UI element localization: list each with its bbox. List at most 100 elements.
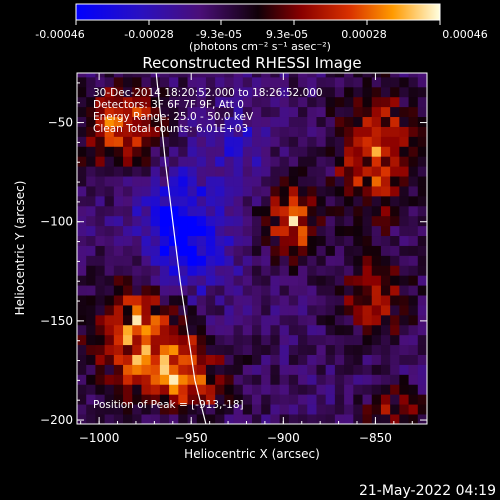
colorbar-tick-label: 0.00028 — [341, 28, 387, 41]
heatmap-cell — [279, 76, 290, 88]
heatmap-cell — [150, 285, 161, 296]
heatmap-cell — [169, 344, 179, 355]
heatmap-cell — [307, 116, 317, 127]
heatmap-cell — [77, 96, 87, 108]
heatmap-cell — [187, 344, 198, 355]
heatmap-cell — [325, 146, 336, 157]
heatmap-cell — [408, 404, 419, 415]
heatmap-cell — [196, 225, 207, 237]
heatmap-cell — [233, 195, 244, 207]
heatmap-cell — [141, 126, 152, 137]
heatmap-cell — [113, 324, 124, 336]
heatmap-cell — [178, 344, 188, 355]
heatmap-cell — [150, 176, 161, 187]
heatmap-cell — [334, 344, 345, 355]
heatmap-cell — [307, 374, 317, 385]
heatmap-cell — [159, 364, 170, 375]
heatmap-cell — [307, 364, 317, 375]
heatmap-cell — [417, 384, 427, 395]
heatmap-cell — [150, 86, 161, 98]
heatmap-cell — [169, 394, 179, 405]
heatmap-cell — [371, 344, 382, 355]
heatmap-cell — [132, 394, 142, 405]
heatmap-cell — [104, 324, 115, 336]
heatmap-cell — [399, 384, 409, 395]
heatmap-cell — [77, 76, 87, 88]
heatmap-cell — [279, 364, 290, 375]
heatmap-cell — [169, 186, 179, 197]
heatmap-cell — [316, 156, 327, 167]
heatmap-cell — [325, 195, 336, 207]
heatmap-cell — [141, 354, 152, 365]
heatmap-cell — [325, 166, 336, 177]
heatmap-cell — [399, 205, 409, 217]
heatmap-cell — [288, 295, 299, 306]
heatmap-cell — [215, 374, 225, 385]
heatmap-cell — [261, 255, 271, 266]
heatmap-cell — [150, 314, 161, 326]
heatmap-cell — [196, 384, 207, 395]
heatmap-cell — [399, 235, 409, 246]
heatmap-cell — [399, 334, 409, 346]
heatmap-cell — [169, 146, 179, 157]
heatmap-cell — [270, 394, 281, 405]
heatmap-cell — [104, 96, 115, 108]
heatmap-cell — [408, 186, 419, 197]
heatmap-cell — [150, 116, 161, 127]
heatmap-cell — [205, 73, 216, 78]
heatmap-cell — [242, 86, 253, 98]
heatmap-cell — [353, 245, 363, 256]
colorbar-ticks — [75, 20, 441, 25]
heatmap-cell — [399, 354, 409, 365]
heatmap-cell — [224, 394, 234, 405]
heatmap-cell — [159, 295, 170, 306]
heatmap-cell — [417, 73, 427, 78]
heatmap-cell — [334, 255, 345, 266]
heatmap-cell — [353, 354, 363, 365]
heatmap-cell — [104, 146, 115, 157]
heatmap-cell — [252, 404, 262, 415]
heatmap-cell — [113, 354, 124, 365]
heatmap-cell — [113, 245, 124, 256]
heatmap-cell — [353, 404, 363, 415]
heatmap-cell — [288, 96, 299, 108]
heatmap-cell — [233, 374, 244, 385]
heatmap-cell — [371, 334, 382, 346]
heatmap-cell — [261, 354, 271, 365]
heatmap-cell — [380, 394, 391, 405]
heatmap-cell — [353, 295, 363, 306]
heatmap-cell — [123, 295, 133, 306]
heatmap-cell — [417, 225, 427, 237]
heatmap-cell — [270, 285, 281, 296]
heatmap-cell — [261, 225, 271, 237]
heatmap-cell — [233, 314, 244, 326]
heatmap-cell — [86, 76, 96, 88]
heatmap-cell — [399, 285, 409, 296]
heatmap-cell — [298, 285, 308, 296]
heatmap-cell — [380, 275, 391, 286]
heatmap-cell — [169, 235, 179, 246]
heatmap-cell — [261, 195, 271, 207]
heatmap-cell — [288, 285, 299, 296]
heatmap-cell — [417, 166, 427, 177]
x-tick-label: −900 — [267, 431, 300, 445]
heatmap-cell — [362, 285, 373, 296]
heatmap-cell — [279, 314, 290, 326]
heatmap-cell — [123, 156, 133, 167]
heatmap-cell — [380, 195, 391, 207]
heatmap-cell — [233, 96, 244, 108]
heatmap-cell — [307, 314, 317, 326]
heatmap-cell — [159, 265, 170, 276]
heatmap-cell — [113, 136, 124, 147]
heatmap-cell — [353, 265, 363, 276]
heatmap-cell — [150, 394, 161, 405]
heatmap-cell — [86, 245, 96, 256]
heatmap-cell — [187, 86, 198, 98]
heatmap-cell — [123, 255, 133, 266]
heatmap-cell — [371, 195, 382, 207]
heatmap-cell — [270, 235, 281, 246]
heatmap-cell — [362, 265, 373, 276]
heatmap-cell — [196, 126, 207, 137]
heatmap-cell — [371, 394, 382, 405]
heatmap-cell — [380, 166, 391, 177]
